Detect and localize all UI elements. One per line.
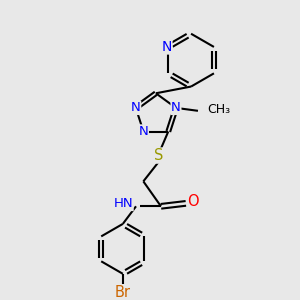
Text: N: N — [139, 125, 148, 138]
Text: S: S — [154, 148, 164, 163]
Text: CH₃: CH₃ — [207, 103, 230, 116]
Text: N: N — [162, 40, 172, 54]
Text: HN: HN — [113, 197, 133, 211]
Text: O: O — [188, 194, 199, 209]
Text: N: N — [171, 101, 181, 114]
Text: Br: Br — [115, 285, 131, 300]
Text: N: N — [131, 101, 141, 114]
